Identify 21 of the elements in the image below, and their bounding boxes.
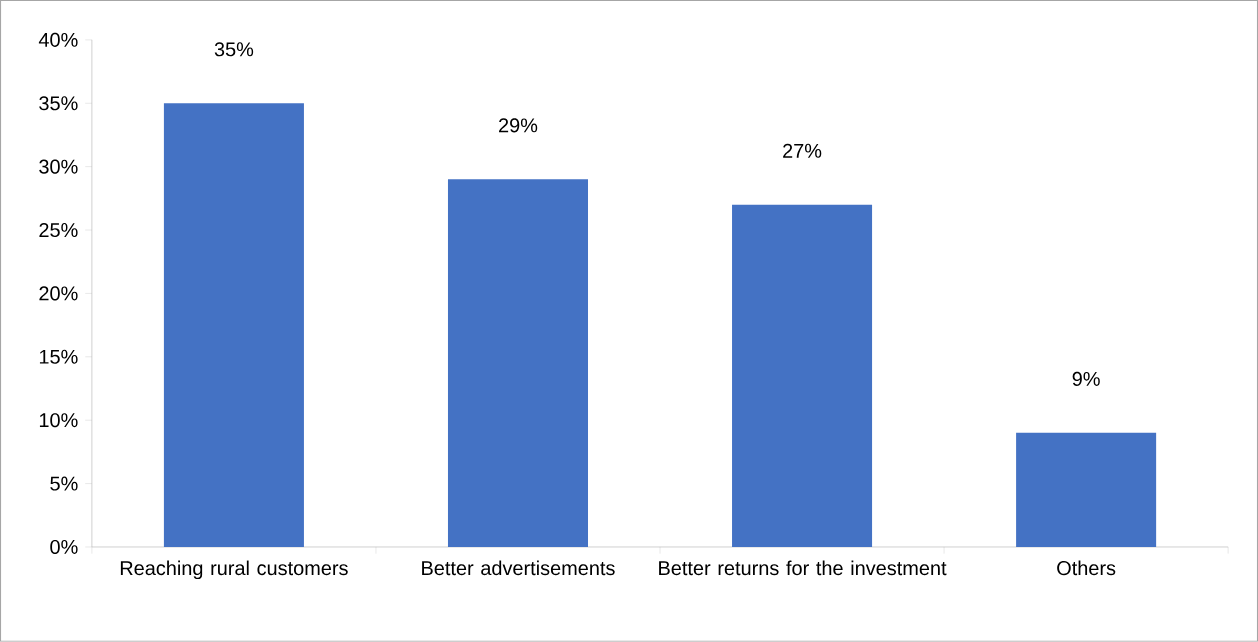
x-tick-label: Better returns for the investment — [659, 560, 947, 576]
y-tick-label: 5% — [50, 476, 78, 491]
bar — [163, 103, 304, 548]
y-tick-label: 35% — [39, 96, 78, 111]
data-label: 27% — [783, 143, 822, 158]
bar — [447, 179, 589, 548]
x-tick-label: Others — [1057, 560, 1116, 576]
data-label: 35% — [214, 42, 254, 57]
y-tick-label: 0% — [50, 539, 78, 555]
y-tick-label: 25% — [39, 223, 78, 238]
y-tick-label: 10% — [39, 413, 78, 428]
bar — [1016, 432, 1157, 548]
bar — [732, 204, 873, 548]
y-tick-label: 30% — [39, 159, 78, 174]
data-label: 29% — [499, 118, 538, 133]
x-tick-label: Better advertisements — [422, 560, 615, 576]
x-tick-label: Reaching rural customers — [120, 560, 348, 580]
y-tick-label: 20% — [39, 286, 78, 301]
data-label: 9% — [1072, 371, 1100, 387]
y-tick-label: 15% — [39, 349, 78, 364]
y-tick-label: 40% — [38, 32, 78, 47]
